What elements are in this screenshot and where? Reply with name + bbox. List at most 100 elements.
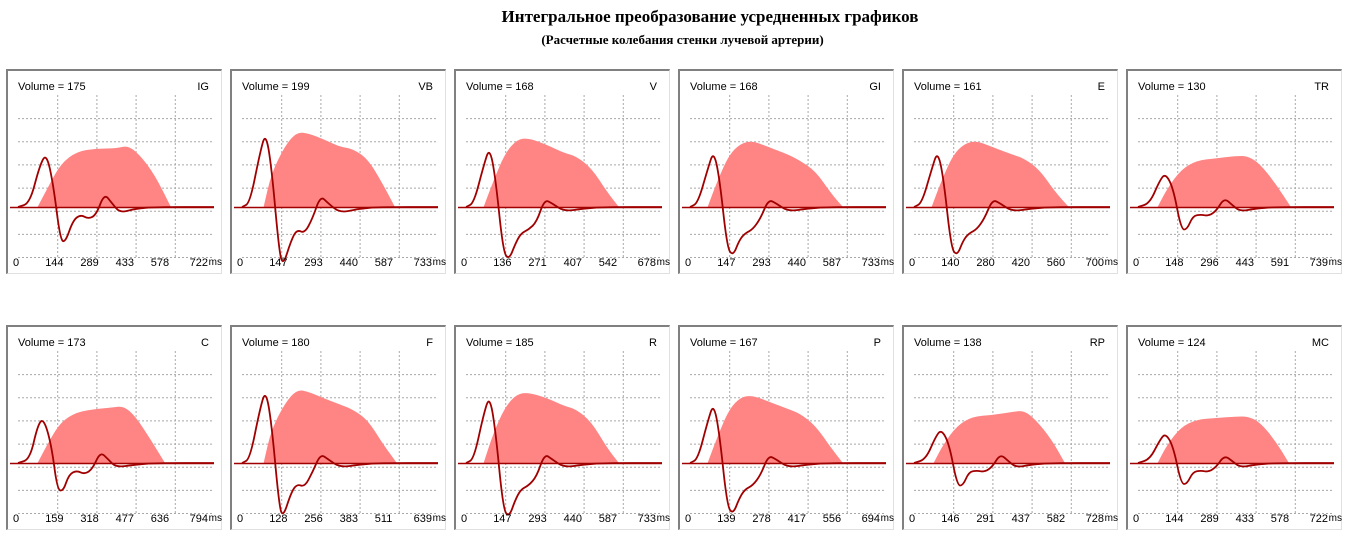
x-axis-ticks: 0 148 296 443 591 739 ms	[1128, 257, 1344, 271]
x-unit-label: ms	[880, 513, 894, 524]
wall-oscillation-curve	[465, 400, 662, 516]
volume-label: Volume = 168	[466, 81, 534, 93]
x-tick-label: 582	[1046, 513, 1066, 525]
x-tick-label: 256	[304, 513, 323, 525]
x-tick-label: 587	[374, 257, 394, 269]
x-tick-label: 147	[717, 257, 736, 269]
chart-panel-gi: Volume = 168 GI 0 147 293 440 587 733 ms	[678, 69, 894, 274]
x-tick-label: 144	[1165, 513, 1184, 525]
area-integral	[37, 146, 171, 207]
chart-plot	[10, 351, 214, 514]
series-code: VB	[418, 81, 433, 93]
x-axis-ticks: 0 140 280 420 560 700 ms	[904, 257, 1120, 271]
x-tick-label: 293	[528, 513, 547, 525]
x-tick-label: 794	[189, 513, 208, 525]
area-integral	[483, 393, 619, 463]
volume-label: Volume = 185	[466, 337, 534, 349]
x-axis-ticks: 0 147 293 440 587 733 ms	[232, 257, 448, 271]
wall-oscillation-curve	[1137, 434, 1334, 485]
series-code: GI	[869, 81, 881, 93]
x-tick-label: 728	[1085, 513, 1104, 525]
area-integral	[1157, 156, 1291, 207]
chart-plot	[682, 351, 886, 514]
x-tick-label: 433	[115, 257, 134, 269]
chart-plot	[1130, 351, 1334, 514]
x-axis-ticks: 0 139 278 417 556 694 ms	[680, 513, 896, 527]
series-code: TR	[1314, 81, 1329, 93]
x-tick-label: 0	[237, 257, 244, 269]
chart-plot	[234, 351, 438, 515]
x-tick-label: 678	[637, 257, 656, 269]
chart-panel-c: Volume = 173 C 0 159 318 477 636 794 ms	[6, 325, 222, 530]
x-tick-label: 278	[752, 513, 771, 525]
x-axis-ticks: 0 147 293 440 587 733 ms	[680, 257, 896, 271]
x-tick-label: 318	[80, 513, 99, 525]
x-tick-label: 146	[941, 513, 960, 525]
x-axis-ticks: 0 144 289 433 578 722 ms	[8, 257, 224, 271]
x-unit-label: ms	[656, 513, 670, 524]
x-unit-label: ms	[208, 257, 222, 268]
area-integral	[483, 138, 619, 207]
x-axis-ticks: 0 146 291 437 582 728 ms	[904, 513, 1120, 527]
area-integral	[1157, 416, 1289, 463]
x-tick-label: 144	[45, 257, 64, 269]
x-axis-ticks: 0 159 318 477 636 794 ms	[8, 513, 224, 527]
x-tick-label: 383	[339, 513, 358, 525]
x-tick-label: 0	[1133, 257, 1140, 269]
volume-label: Volume = 173	[18, 337, 86, 349]
x-unit-label: ms	[656, 257, 670, 268]
x-tick-label: 0	[461, 257, 468, 269]
x-tick-label: 733	[861, 257, 880, 269]
x-tick-label: 700	[1085, 257, 1104, 269]
x-tick-label: 0	[685, 513, 692, 525]
x-tick-label: 293	[752, 257, 771, 269]
x-tick-label: 420	[1011, 257, 1030, 269]
chart-plot	[1130, 95, 1334, 258]
series-code: IG	[197, 81, 209, 93]
x-tick-label: 733	[413, 257, 432, 269]
x-tick-label: 639	[413, 513, 432, 525]
chart-panel-f: Volume = 180 F 0 128 256 383 511 639 ms	[230, 325, 446, 530]
volume-label: Volume = 130	[1138, 81, 1206, 93]
wall-oscillation-curve	[913, 155, 1110, 255]
x-tick-label: 722	[1309, 513, 1328, 525]
x-unit-label: ms	[880, 257, 894, 268]
chart-panel-rp: Volume = 138 RP 0 146 291 437 582 728 ms	[902, 325, 1118, 530]
x-tick-label: 417	[787, 513, 806, 525]
series-code: V	[649, 81, 657, 93]
wall-oscillation-curve	[913, 430, 1110, 487]
chart-plot	[458, 351, 662, 516]
x-tick-label: 578	[1270, 513, 1290, 525]
x-tick-label: 0	[461, 513, 468, 525]
x-tick-label: 578	[150, 257, 170, 269]
x-tick-label: 159	[45, 513, 64, 525]
x-tick-label: 0	[909, 513, 916, 525]
x-tick-label: 0	[13, 257, 20, 269]
x-tick-label: 591	[1270, 257, 1290, 269]
chart-plot	[682, 95, 886, 258]
wall-oscillation-curve	[689, 407, 886, 513]
page-title: Интегральное преобразование усредненных …	[501, 7, 919, 26]
volume-label: Volume = 175	[18, 81, 86, 93]
wall-oscillation-curve	[1137, 174, 1334, 231]
x-tick-label: 0	[1133, 513, 1140, 525]
page-subtitle: (Расчетные колебания стенки лучевой арте…	[541, 32, 824, 47]
chart-panel-mc: Volume = 124 MC 0 144 289 433 578 722 ms	[1126, 325, 1342, 530]
chart-panel-vb: Volume = 199 VB 0 147 293 440 587 733 ms	[230, 69, 446, 274]
chart-plot	[906, 95, 1110, 258]
series-code: MC	[1311, 337, 1329, 349]
volume-label: Volume = 199	[242, 81, 310, 93]
volume-label: Volume = 180	[242, 337, 310, 349]
wall-oscillation-curve	[465, 151, 662, 258]
x-axis-ticks: 0 147 293 440 587 733 ms	[456, 513, 672, 527]
x-unit-label: ms	[432, 257, 446, 268]
x-tick-label: 722	[189, 257, 208, 269]
x-tick-label: 139	[717, 513, 736, 525]
series-code: F	[426, 337, 433, 349]
chart-plot	[10, 95, 214, 258]
chart-panel-r: Volume = 185 R 0 147 293 440 587 733 ms	[454, 325, 670, 530]
x-axis-ticks: 0 136 271 407 542 678 ms	[456, 257, 672, 271]
series-code: RP	[1089, 337, 1105, 349]
x-tick-label: 296	[1200, 257, 1219, 269]
area-integral	[933, 411, 1065, 463]
